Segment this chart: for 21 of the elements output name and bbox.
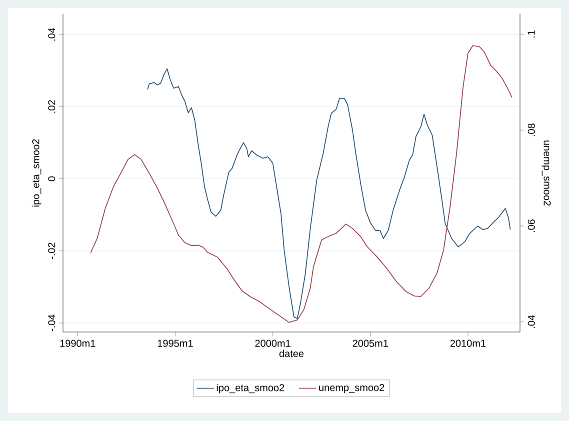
legend-label: unemp_smoo2 [319, 384, 384, 394]
legend-label: ipo_eta_smoo2 [216, 384, 284, 394]
x-tick-label: 1990m1 [60, 340, 96, 347]
x-tick-label: 2000m1 [255, 340, 290, 347]
y2-axis-title: unemp_smoo2 [542, 140, 551, 206]
y-tick-label: 0 [48, 176, 56, 182]
y2-tick-label: .06 [528, 219, 535, 232]
y2-tick-label: .1 [528, 30, 535, 38]
x-tick-label: 1995m1 [158, 340, 193, 347]
y-tick-label: -.04 [48, 314, 56, 332]
x-tick-label: 2010m1 [450, 340, 486, 347]
x-tick-label: 2005m1 [352, 340, 388, 347]
y-tick-label: .04 [48, 28, 56, 41]
x-axis-title: datee [279, 350, 304, 358]
y2-tick-label: .08 [528, 124, 535, 136]
line-series [90, 45, 512, 323]
y2-tick-label: .04 [528, 315, 535, 328]
y-tick-label: -.02 [48, 242, 56, 260]
y-axis-title: ipo_eta_smoo2 [32, 139, 42, 207]
line-series [147, 68, 511, 320]
y-tick-label: .02 [48, 100, 56, 113]
